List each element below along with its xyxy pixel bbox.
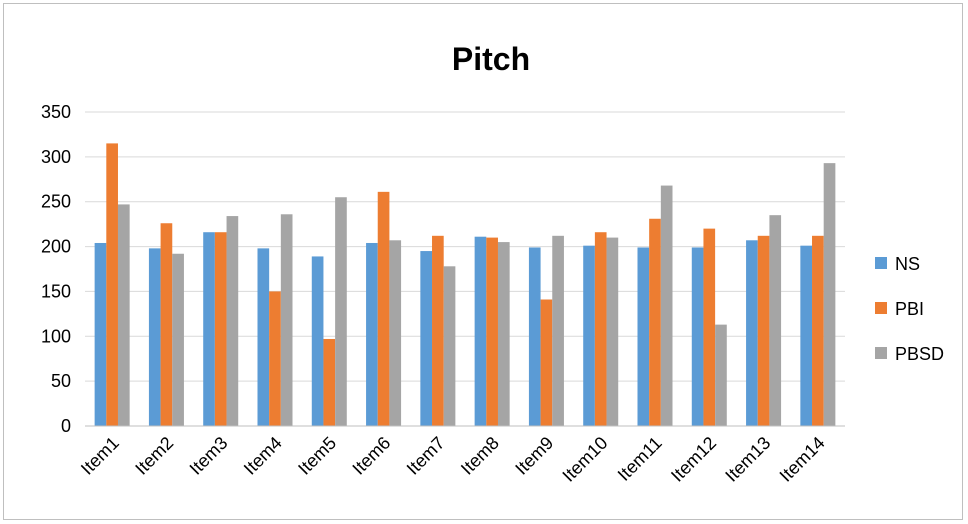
- bar-ns-item1: [94, 242, 107, 426]
- x-axis-ticks: Item1 Item2 Item3 Item4 Item5 Item6 Item7 Item8…: [77, 433, 829, 486]
- y-tick-label: 200: [41, 237, 71, 257]
- y-tick-label: 300: [41, 147, 71, 167]
- bar-ns-item4: [257, 248, 270, 426]
- legend-swatch-pbi: [875, 302, 887, 314]
- bar-pbi-item4: [269, 291, 281, 426]
- bar-ns-item9: [528, 247, 541, 426]
- x-tick-label: Item2: [131, 433, 177, 479]
- gridlines: [85, 111, 845, 382]
- bar-ns-item6: [366, 242, 378, 426]
- bar-pbi-item9: [540, 299, 553, 426]
- bar-pbsd-item2: [172, 253, 184, 426]
- bar-ns-item13: [746, 240, 758, 426]
- bar-pbi-item11: [649, 218, 661, 426]
- bar-ns-item3: [203, 232, 215, 426]
- bar-pbi-item7: [432, 235, 444, 426]
- bar-pbi-item6: [377, 191, 390, 426]
- bar-pbi-item3: [214, 232, 227, 426]
- bar-pbi-item12: [703, 228, 716, 426]
- bar-pbsd-item13: [769, 215, 782, 426]
- x-tick-label: Item5: [294, 433, 340, 479]
- bar-pbsd-item11: [660, 185, 673, 426]
- y-tick-label: 150: [41, 281, 71, 301]
- bar-pbi-item14: [812, 235, 824, 426]
- y-tick-label: 100: [41, 326, 71, 346]
- legend-label-ns: NS: [895, 254, 920, 274]
- y-tick-label: 350: [41, 102, 71, 122]
- bar-pbsd-item1: [117, 204, 130, 426]
- legend-swatch-ns: [875, 257, 887, 269]
- bar-pbsd-item14: [823, 163, 836, 426]
- x-tick-label: Item10: [558, 433, 611, 486]
- x-tick-label: Item13: [721, 433, 774, 486]
- bar-ns-item12: [691, 247, 704, 426]
- x-tick-label: Item8: [457, 433, 503, 479]
- bar-ns-item5: [311, 256, 324, 426]
- bar-pbsd-item4: [280, 214, 293, 426]
- x-tick-label: Item6: [348, 433, 394, 479]
- legend-swatch-pbsd: [875, 347, 887, 359]
- bar-ns-item7: [420, 251, 433, 426]
- bars: [94, 143, 836, 426]
- bar-ns-item2: [148, 248, 161, 426]
- bar-pbi-item8: [486, 237, 498, 426]
- bar-pbsd-item6: [389, 240, 402, 426]
- x-tick-label: Item7: [403, 433, 449, 479]
- y-tick-label: 0: [61, 416, 71, 436]
- bar-pbsd-item3: [226, 216, 239, 426]
- bar-ns-item8: [474, 236, 487, 426]
- bar-pbi-item1: [106, 143, 118, 426]
- x-tick-label: Item9: [511, 433, 557, 479]
- bar-pbsd-item12: [715, 324, 727, 426]
- chart-title: Pitch: [452, 41, 530, 77]
- x-tick-label: Item3: [186, 433, 232, 479]
- bar-pbi-item13: [757, 235, 770, 426]
- y-axis-ticks: 0 50 100 150 200 250 300 350: [41, 102, 71, 436]
- bar-pbsd-item5: [335, 197, 347, 426]
- y-tick-label: 250: [41, 192, 71, 212]
- bar-pbsd-item7: [443, 266, 456, 426]
- x-tick-label: Item12: [667, 433, 720, 486]
- bar-pbi-item5: [323, 338, 336, 426]
- x-tick-label: Item14: [776, 433, 829, 486]
- bar-ns-item14: [800, 245, 813, 426]
- bar-ns-item11: [637, 247, 650, 426]
- bar-ns-item10: [583, 245, 595, 426]
- bar-pbsd-item8: [497, 242, 510, 426]
- bar-pbsd-item10: [606, 237, 619, 426]
- bar-pbi-item10: [594, 232, 607, 426]
- legend-label-pbsd: PBSD: [895, 344, 944, 364]
- x-tick-label: Item1: [77, 433, 123, 479]
- bar-pbi-item2: [160, 223, 173, 426]
- legend: NS PBI PBSD: [875, 254, 944, 364]
- x-tick-label: Item11: [614, 433, 666, 485]
- legend-label-pbi: PBI: [895, 299, 924, 319]
- y-tick-label: 50: [51, 371, 71, 391]
- x-tick-label: Item4: [240, 433, 286, 479]
- bar-pbsd-item9: [552, 235, 564, 426]
